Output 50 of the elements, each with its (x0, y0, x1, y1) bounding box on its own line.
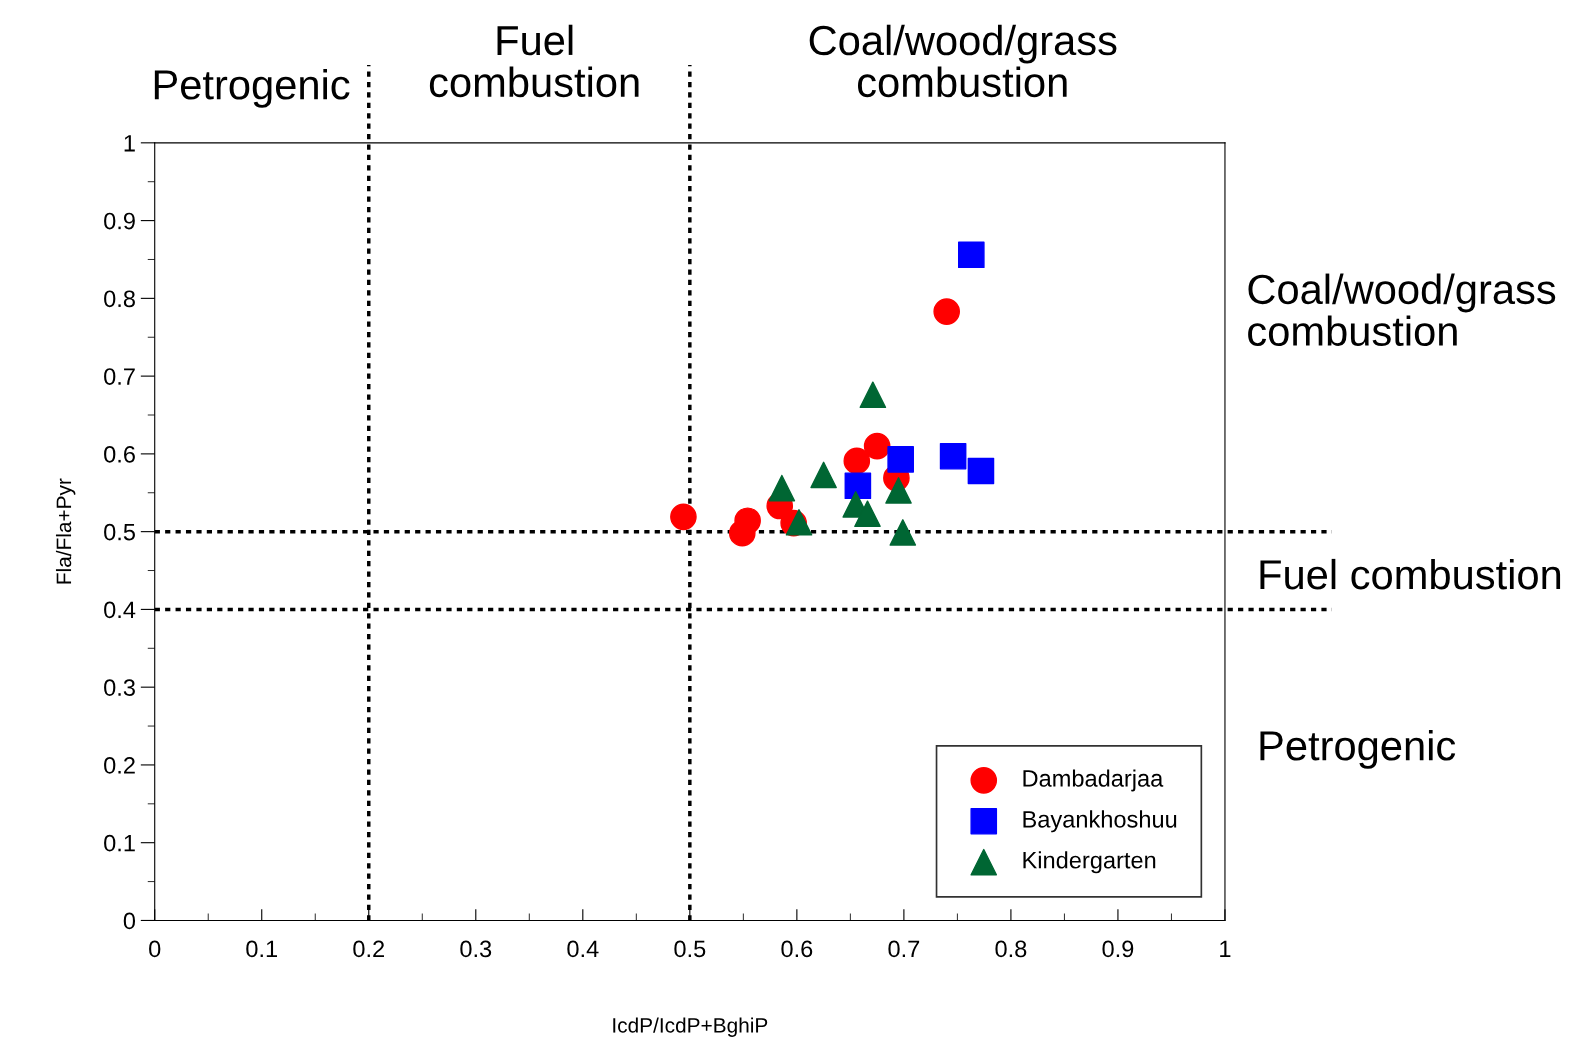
point (810, 461, 837, 489)
text: Petrogenic (154, 68, 350, 108)
legend-label: Dambadarjaa (1023, 769, 1164, 792)
point (967, 457, 995, 485)
x-tick-label: 0.4 (567, 940, 599, 958)
x-tick-label: 0.2 (353, 940, 384, 958)
y-tick-label: 0.4 (104, 601, 136, 619)
x-tick-label: 0.1 (246, 940, 277, 958)
text: Fuel combustion (1260, 558, 1561, 590)
point (844, 472, 872, 500)
x-tick-label: 0.9 (1102, 940, 1134, 958)
point (854, 500, 881, 528)
y-tick-label: 0.9 (104, 212, 135, 230)
point (887, 446, 914, 473)
point (885, 477, 912, 504)
point (859, 381, 887, 409)
x-tick-label: 0.3 (460, 940, 492, 958)
y-tick-label: 0 (123, 912, 136, 930)
y-tick-label: 0.3 (104, 679, 135, 696)
point (670, 503, 697, 531)
text: Fuel combustion (429, 24, 639, 98)
y-tick-label: 1 (124, 135, 135, 152)
point (785, 509, 813, 536)
x-axis-title: IcdP/IcdP+BghiP (613, 1017, 768, 1037)
x-tick-label: 0.5 (674, 940, 706, 958)
point (939, 442, 967, 470)
x-tick-label: 1 (1220, 940, 1231, 958)
x-tick-label: 0.6 (781, 940, 813, 958)
point (958, 241, 985, 269)
point (843, 447, 871, 475)
x-tick-label: 0.7 (888, 940, 920, 958)
y-tick-label: 0.7 (104, 368, 135, 385)
y-tick-label: 0.1 (104, 834, 135, 852)
point (768, 474, 796, 502)
text: Coal/wood/grass combustion (809, 24, 1117, 98)
point (933, 298, 961, 325)
y-axis-title: Fla/Fla+Pyr (55, 478, 76, 584)
x-tick-label: 0.8 (995, 940, 1027, 958)
point (728, 519, 756, 547)
y-tick-label: 0.6 (104, 445, 135, 463)
text: Coal/wood/grass combustion (1248, 273, 1556, 347)
legend-label: Kindergarten (1023, 851, 1156, 874)
point (889, 519, 917, 546)
legend-label: Bayankhoshuu (1023, 810, 1177, 833)
y-tick-label: 0.5 (104, 523, 135, 541)
text: Petrogenic (1260, 729, 1456, 769)
y-tick-label: 0.8 (104, 290, 135, 308)
y-tick-label: 0.2 (104, 757, 135, 774)
point (863, 432, 891, 460)
x-tick-label: 0 (149, 940, 161, 958)
